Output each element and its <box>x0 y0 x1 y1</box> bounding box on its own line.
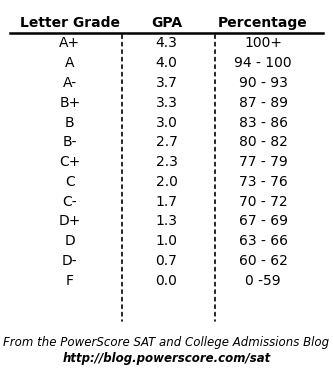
Text: 4.0: 4.0 <box>156 56 177 70</box>
Text: GPA: GPA <box>151 16 182 30</box>
Text: 2.7: 2.7 <box>156 135 177 149</box>
Text: Percentage: Percentage <box>218 16 308 30</box>
Text: 100+: 100+ <box>244 37 282 50</box>
Text: 0 -59: 0 -59 <box>245 274 281 288</box>
Text: 77 - 79: 77 - 79 <box>239 155 287 169</box>
Text: 1.0: 1.0 <box>156 234 177 248</box>
Text: 2.0: 2.0 <box>156 175 177 189</box>
Text: C-: C- <box>63 195 77 209</box>
Text: 4.3: 4.3 <box>156 37 177 50</box>
Text: B: B <box>65 116 75 129</box>
Text: 83 - 86: 83 - 86 <box>238 116 288 129</box>
Text: 73 - 76: 73 - 76 <box>239 175 287 189</box>
Text: D+: D+ <box>59 214 81 228</box>
Text: 3.7: 3.7 <box>156 76 177 90</box>
Text: C+: C+ <box>59 155 81 169</box>
Text: A+: A+ <box>59 37 81 50</box>
Text: D-: D- <box>62 254 78 268</box>
Text: A-: A- <box>63 76 77 90</box>
Text: D: D <box>65 234 75 248</box>
Text: From the PowerScore SAT and College Admissions Blog: From the PowerScore SAT and College Admi… <box>3 336 330 349</box>
Text: 70 - 72: 70 - 72 <box>239 195 287 209</box>
Text: 60 - 62: 60 - 62 <box>239 254 287 268</box>
Text: 2.3: 2.3 <box>156 155 177 169</box>
Text: 67 - 69: 67 - 69 <box>238 214 288 228</box>
Text: B-: B- <box>63 135 77 149</box>
Text: 0.7: 0.7 <box>156 254 177 268</box>
Text: 63 - 66: 63 - 66 <box>238 234 288 248</box>
Text: A: A <box>65 56 75 70</box>
Text: 94 - 100: 94 - 100 <box>234 56 292 70</box>
Text: 0.0: 0.0 <box>156 274 177 288</box>
Text: 90 - 93: 90 - 93 <box>239 76 287 90</box>
Text: 80 - 82: 80 - 82 <box>239 135 287 149</box>
Text: F: F <box>66 274 74 288</box>
Text: 3.3: 3.3 <box>156 96 177 110</box>
Text: 1.3: 1.3 <box>156 214 177 228</box>
Text: 1.7: 1.7 <box>156 195 177 209</box>
Text: C: C <box>65 175 75 189</box>
Text: B+: B+ <box>59 96 81 110</box>
Text: http://blog.powerscore.com/sat: http://blog.powerscore.com/sat <box>62 352 271 365</box>
Text: Letter Grade: Letter Grade <box>20 16 120 30</box>
Text: 87 - 89: 87 - 89 <box>238 96 288 110</box>
Text: 3.0: 3.0 <box>156 116 177 129</box>
